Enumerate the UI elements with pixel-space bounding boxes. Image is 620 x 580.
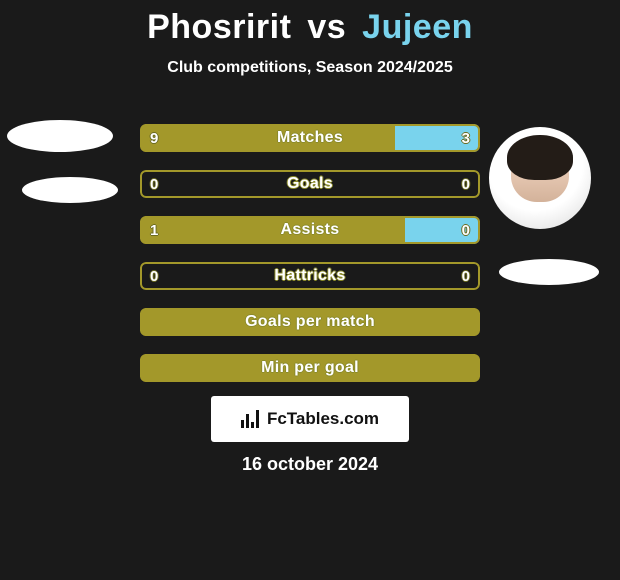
stat-row: Assists1 0 [140,216,480,244]
stat-label: Goals per match [140,308,480,336]
title-vs: vs [307,8,346,46]
comparison-subtitle: Club competitions, Season 2024/2025 [0,59,620,77]
stat-row: Min per goal [140,354,480,382]
player-left-avatar-top [7,120,113,152]
player-left-name: Phosririt [147,8,291,46]
stat-value-left: 0 [150,170,158,198]
stat-value-right: 0 [462,170,470,198]
stat-row: Hattricks0 0 [140,262,480,290]
stat-value-right: 0 [462,216,470,244]
player-left-avatar-low [22,177,118,203]
stat-label: Goals [140,170,480,198]
comparison-bars: Matches93Goals00Assists10Hattricks00Goal… [140,124,480,400]
stat-value-left: 1 [150,216,158,244]
site-badge: FcTables.com [211,396,409,442]
stat-label: Matches [140,124,480,152]
stat-value-right: 3 [462,124,470,152]
bar-chart-icon [241,410,261,428]
snapshot-date: 16 october 2024 [0,454,620,475]
stat-value-left: 0 [150,262,158,290]
player-right-name: Jujeen [362,8,473,46]
stat-label: Hattricks [140,262,480,290]
player-right-avatar-low [499,259,599,285]
comparison-title: Phosririt vs Jujeen [0,0,620,47]
stat-row: Goals per match [140,308,480,336]
player-right-avatar [489,127,591,229]
stat-row: Goals0 0 [140,170,480,198]
site-name: FcTables.com [267,409,379,429]
stat-label: Assists [140,216,480,244]
stat-value-right: 0 [462,262,470,290]
stat-row: Matches9 3 [140,124,480,152]
stat-value-left: 9 [150,124,158,152]
stat-label: Min per goal [140,354,480,382]
